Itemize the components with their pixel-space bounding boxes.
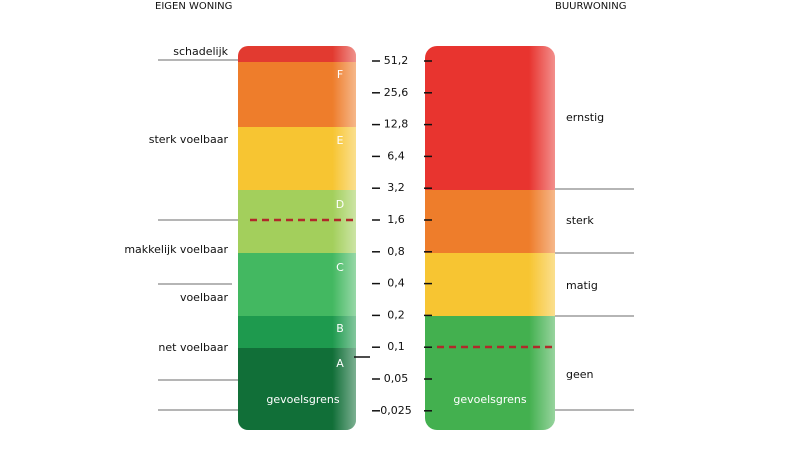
right-column [425, 46, 555, 430]
threshold-label: gevoelsgrens [453, 393, 527, 406]
scale-label: 51,2 [384, 54, 409, 67]
scale-label: 0,025 [380, 404, 412, 417]
scale-label: 3,2 [387, 181, 405, 194]
scale-label: 12,8 [384, 118, 409, 131]
header-left: EIGEN WONING [155, 1, 232, 12]
left-label: voelbaar [180, 291, 229, 304]
class-letter: B [336, 322, 344, 335]
left-label: net voelbaar [158, 341, 228, 354]
guide-lines [158, 59, 634, 411]
class-letter: E [337, 134, 344, 147]
class-letter: A [336, 357, 344, 370]
left-label: schadelijk [173, 45, 228, 58]
right-label: matig [566, 279, 598, 292]
scale-label: 0,4 [387, 277, 405, 290]
right-label: ernstig [566, 111, 604, 124]
labels: 51,2 25,6 12,8 6,4 3,2 1,6 0,8 0,4 0,2 0,1 0,05 0,0… [124, 45, 604, 417]
left-label: sterk voelbaar [149, 133, 229, 146]
left-column [238, 46, 356, 430]
scale-label: 6,4 [387, 149, 405, 162]
right-label: geen [566, 368, 594, 381]
header-right: BUURWONING [555, 1, 626, 12]
scale-label: 0,2 [387, 308, 405, 321]
scale-label: 0,1 [387, 340, 405, 353]
scale-label: 0,8 [387, 245, 405, 258]
scale-label: 0,05 [384, 372, 409, 385]
class-letter: F [337, 68, 343, 81]
class-letter: C [336, 261, 344, 274]
left-label: makkelijk voelbaar [124, 243, 228, 256]
scale-label: 1,6 [387, 213, 405, 226]
class-letter: D [336, 198, 344, 211]
scale-label: 25,6 [384, 86, 409, 99]
right-label: sterk [566, 214, 594, 227]
threshold-label: gevoelsgrens [266, 393, 340, 406]
